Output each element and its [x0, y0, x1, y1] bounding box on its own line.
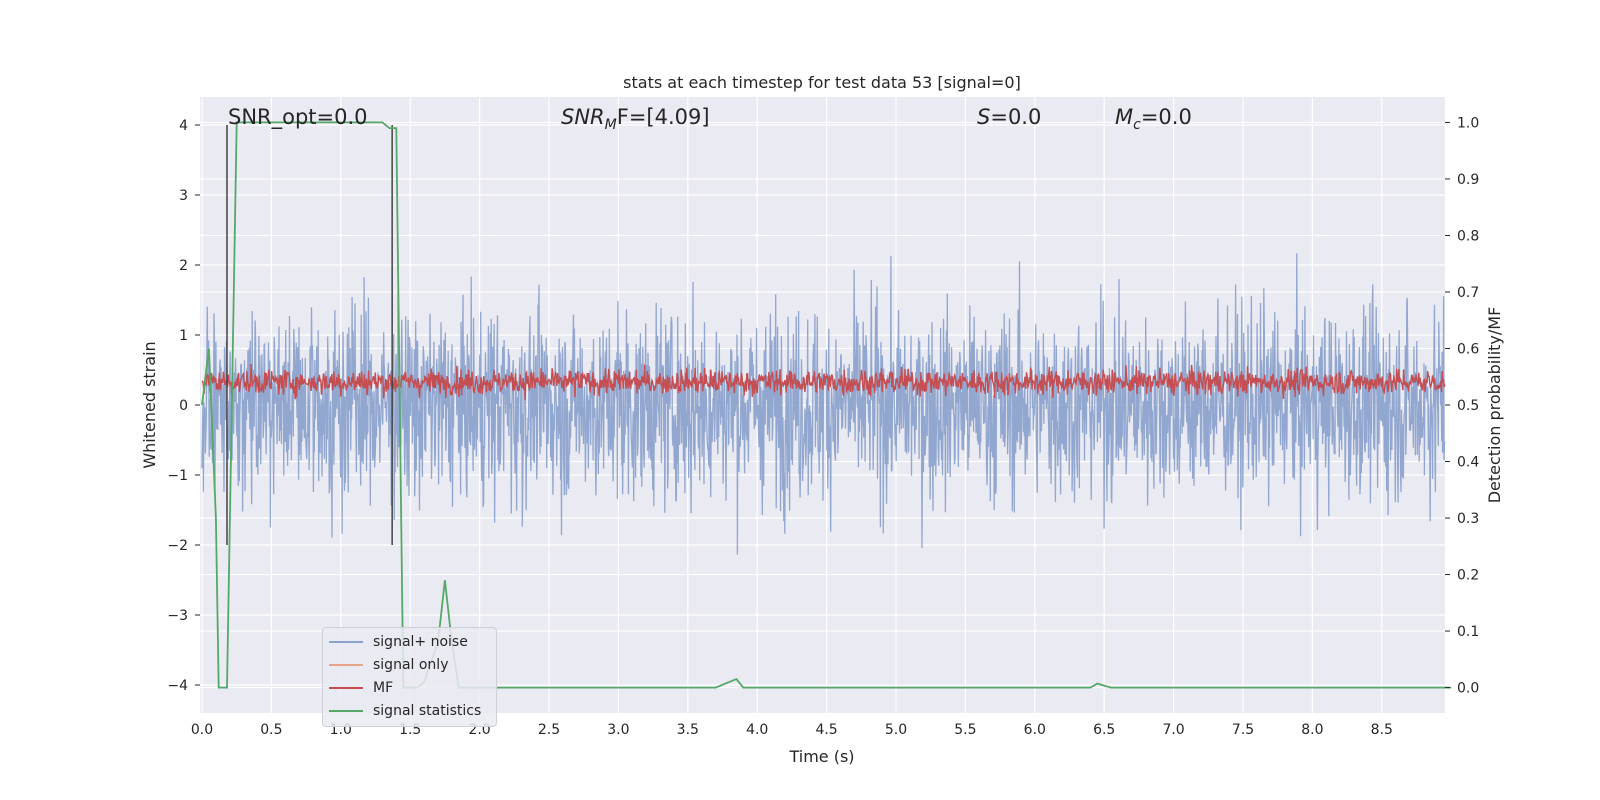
mf-line [201, 363, 1446, 400]
mc-sub: c [1133, 117, 1141, 133]
legend-item-mf: MF [323, 676, 496, 699]
x-tick-label: 7.0 [1162, 722, 1184, 738]
legend-swatch-mf [329, 686, 363, 689]
legend-swatch-signal-only [329, 663, 363, 666]
y-tick-label: 2 [179, 258, 188, 274]
x-axis-label: Time (s) [788, 747, 854, 766]
legend-swatch-signal-noise [329, 640, 363, 643]
legend-item-signal-only: signal only [323, 653, 496, 676]
y-tick-label: −4 [167, 678, 188, 694]
y-right-tick-label: 0.7 [1457, 285, 1479, 301]
y-right-tick-label: 0.4 [1457, 455, 1479, 471]
y-tick-label: 1 [179, 328, 188, 344]
y-tick-label: 0 [179, 398, 188, 414]
y-right-tick-label: 0.8 [1457, 228, 1479, 244]
x-tick-label: 4.5 [815, 722, 837, 738]
y-tick-label: −2 [167, 538, 188, 554]
mf-series [201, 363, 1446, 400]
marker-lines [226, 125, 393, 545]
x-tick-label: 0.0 [191, 722, 213, 738]
snr-mf-prefix: SNR [561, 105, 605, 129]
y-right-tick-label: 0.0 [1457, 681, 1479, 697]
legend-label-signal-noise: signal+ noise [373, 633, 468, 650]
x-tick-label: 6.5 [1093, 722, 1115, 738]
y-right-tick-label: 0.2 [1457, 568, 1479, 584]
annotation-snr-mf: SNRMF=[4.09] [561, 105, 710, 133]
s-value: =0.0 [990, 105, 1041, 129]
x-ticks: 0.0 0.5 1.0 1.5 2.0 2.5 3.0 3.5 4.0 4.5 5.0 5.5 6.0 6… [191, 722, 1393, 738]
y-right-tick-label: 0.6 [1457, 341, 1479, 357]
x-tick-label: 5.5 [954, 722, 976, 738]
y-ticks: 4 3 2 1 0 −1 −2 −3 −4 [167, 118, 200, 694]
x-tick-label: 3.0 [607, 722, 629, 738]
x-tick-label: 8.5 [1371, 722, 1393, 738]
annotation-snr-opt: SNR_opt=0.0 [228, 105, 368, 130]
x-tick-label: 8.0 [1301, 722, 1323, 738]
mc-value: =0.0 [1141, 105, 1192, 129]
y-tick-label: 4 [179, 118, 188, 134]
annotation-s: S=0.0 [977, 105, 1041, 129]
chart-title: stats at each timestep for test data 53 … [623, 73, 1021, 92]
snr-mf-sub: M [605, 117, 617, 133]
y-right-tick-label: 1.0 [1457, 115, 1479, 131]
y-right-ticks: 1.0 0.9 0.8 0.7 0.6 0.5 0.4 0.3 0.2 0.1 0.0 [1445, 115, 1479, 697]
y-right-tick-label: 0.9 [1457, 172, 1479, 188]
y-tick-label: −3 [167, 608, 188, 624]
x-tick-label: 7.5 [1232, 722, 1254, 738]
y-right-tick-label: 0.1 [1457, 624, 1479, 640]
x-tick-label: 4.0 [746, 722, 768, 738]
s-label: S [977, 105, 990, 129]
y-tick-label: 3 [179, 188, 188, 204]
legend: signal+ noise signal only MF signal stat… [322, 627, 497, 727]
legend-label-signal-statistics: signal statistics [373, 702, 482, 719]
x-tick-label: 2.5 [538, 722, 560, 738]
mc-label: M [1115, 105, 1133, 129]
x-tick-label: 5.0 [885, 722, 907, 738]
legend-item-signal-statistics: signal statistics [323, 699, 496, 722]
legend-swatch-signal-statistics [329, 709, 363, 712]
y-right-tick-label: 0.5 [1457, 398, 1479, 414]
snr-mf-suffix: F=[4.09] [617, 105, 710, 129]
x-tick-label: 6.0 [1024, 722, 1046, 738]
legend-label-mf: MF [373, 679, 394, 696]
y-right-axis-label: Detection probability/MF [1485, 307, 1504, 504]
legend-label-signal-only: signal only [373, 656, 449, 673]
annotation-mc: Mc=0.0 [1115, 105, 1192, 133]
x-tick-label: 0.5 [260, 722, 282, 738]
x-tick-label: 3.5 [677, 722, 699, 738]
y-right-tick-label: 0.3 [1457, 511, 1479, 527]
legend-item-signal-noise: signal+ noise [323, 630, 496, 653]
y-axis-label: Whitened strain [140, 341, 159, 468]
y-tick-label: −1 [167, 468, 188, 484]
